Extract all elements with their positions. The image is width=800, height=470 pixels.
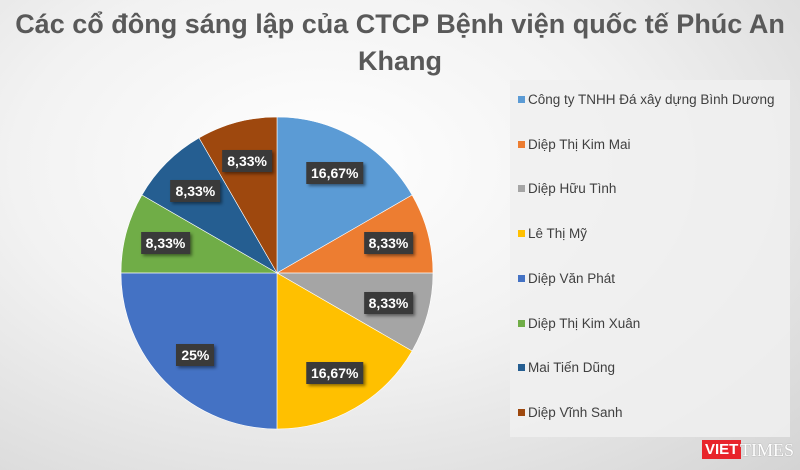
data-label: 8,33% — [363, 232, 414, 255]
legend-swatch — [518, 274, 525, 282]
legend-item: Diệp Văn Phát — [518, 271, 615, 286]
data-label: 8,33% — [170, 180, 221, 203]
viettimes-logo: VIET TIMES — [702, 438, 794, 464]
legend-swatch — [518, 319, 525, 327]
legend-item: Mai Tiến Dũng — [518, 360, 615, 375]
logo-viet: VIET — [702, 440, 742, 459]
data-label: 25% — [176, 343, 215, 366]
legend-swatch — [518, 408, 525, 416]
legend-label: Diệp Thị Kim Xuân — [528, 315, 641, 331]
legend-swatch — [518, 185, 525, 193]
legend-label: Diệp Văn Phát — [528, 270, 616, 286]
data-label: 16,67% — [305, 162, 364, 185]
legend-swatch — [518, 140, 525, 148]
legend-label: Lê Thị Mỹ — [528, 226, 588, 242]
legend-label: Diệp Hữu Tình — [528, 181, 617, 197]
data-label: 8,33% — [140, 232, 191, 255]
legend-item: Diệp Vĩnh Sanh — [518, 405, 623, 420]
data-label: 16,67% — [305, 361, 364, 384]
legend-item: Diệp Thị Kim Xuân — [518, 316, 640, 331]
legend-item: Lê Thị Mỹ — [518, 226, 587, 241]
data-label: 8,33% — [222, 150, 272, 173]
legend-label: Mai Tiến Dũng — [528, 360, 616, 376]
legend-item: Diệp Thị Kim Mai — [518, 137, 631, 152]
logo-times: TIMES — [740, 440, 794, 460]
legend-swatch — [518, 96, 525, 103]
legend-swatch — [518, 364, 525, 372]
chart-title: Các cổ đông sáng lập của CTCP Bệnh viện … — [15, 9, 785, 76]
legend: Công ty TNHH Đá xây dựng Bình Dương Diệp … — [510, 80, 790, 437]
legend-swatch — [518, 230, 525, 238]
pie-slice — [276, 116, 413, 274]
legend-label: Diệp Vĩnh Sanh — [528, 404, 623, 420]
legend-label: Diệp Thị Kim Mai — [528, 136, 631, 152]
pie-slice — [276, 272, 413, 430]
legend-item: Công ty TNHH Đá xây dựng Bình Dương — [518, 92, 775, 107]
data-label: 8,33% — [363, 291, 414, 314]
legend-label: Công ty TNHH Đá xây dựng Bình Dương — [528, 92, 775, 107]
legend-item: Diệp Hữu Tình — [518, 181, 616, 196]
